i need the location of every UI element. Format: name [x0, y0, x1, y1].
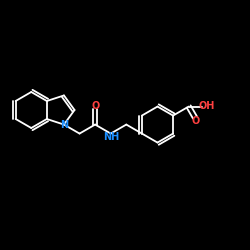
Text: N: N	[60, 120, 68, 130]
Text: O: O	[192, 116, 200, 126]
Text: OH: OH	[199, 101, 215, 111]
Text: NH: NH	[103, 132, 120, 142]
Text: O: O	[91, 101, 99, 111]
